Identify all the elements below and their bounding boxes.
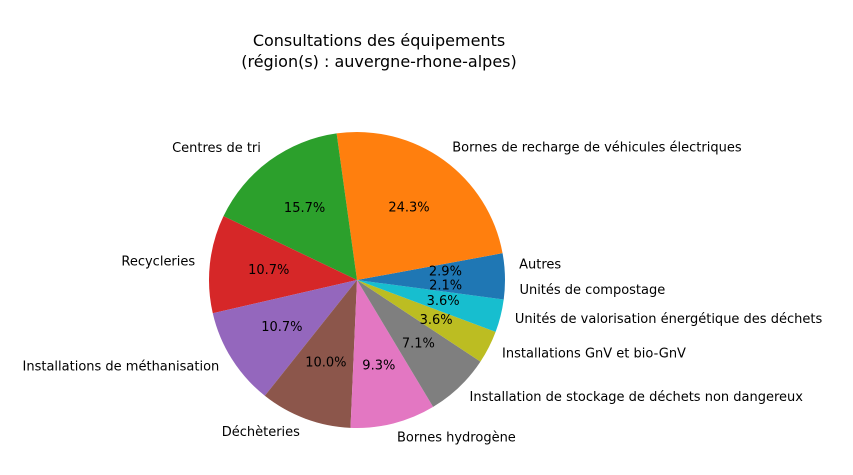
slice-label: Installation de stockage de déchets non … (470, 390, 804, 405)
pie-slice (357, 280, 504, 332)
pie-slice (264, 280, 357, 428)
slice-percent-label: 2.9% (429, 264, 462, 279)
slice-label: Unités de compostage (519, 283, 665, 298)
pie-slice (336, 132, 503, 280)
slice-percent-label: 15.7% (284, 201, 325, 216)
slice-label: Bornes de recharge de véhicules électriq… (452, 140, 742, 155)
slice-label: Centres de tri (172, 141, 261, 156)
pie-slice (357, 280, 496, 362)
slice-percent-label: 24.3% (388, 200, 429, 215)
slice-label: Déchèteries (222, 425, 300, 440)
pie-slice (212, 280, 357, 396)
slice-label: Unités de valorisation énergétique des d… (515, 312, 823, 327)
slice-label: Bornes hydrogène (397, 430, 516, 445)
pie-slice (209, 216, 357, 314)
slice-label: Installations de méthanisation (23, 359, 220, 374)
pie-slice (223, 133, 357, 280)
pie-slices (209, 132, 505, 428)
slice-percent-label: 10.7% (248, 263, 289, 278)
slice-label: Installations GnV et bio-GnV (502, 346, 686, 361)
slice-percent-label: 9.3% (362, 359, 395, 374)
slice-percent-label: 3.6% (420, 313, 453, 328)
slice-percent-label: 10.7% (261, 320, 302, 335)
pie-labels: Autres 2.9% Bornes de recharge de véhicule… (23, 140, 823, 445)
slice-percent-label: 10.0% (305, 356, 346, 371)
chart-subtitle: (région(s) : auvergne-rhone-alpes) (241, 52, 517, 71)
slice-percent-label: 3.6% (427, 294, 460, 309)
pie-slice (350, 280, 434, 428)
slice-label: Recycleries (121, 255, 195, 270)
pie-slice (357, 280, 481, 407)
slice-percent-label: 2.1% (429, 278, 462, 293)
slice-label: Autres (519, 258, 561, 273)
chart-title: Consultations des équipements (253, 31, 505, 50)
slice-percent-label: 7.1% (402, 337, 435, 352)
pie-slice (357, 253, 505, 280)
pie-slice (357, 280, 505, 300)
